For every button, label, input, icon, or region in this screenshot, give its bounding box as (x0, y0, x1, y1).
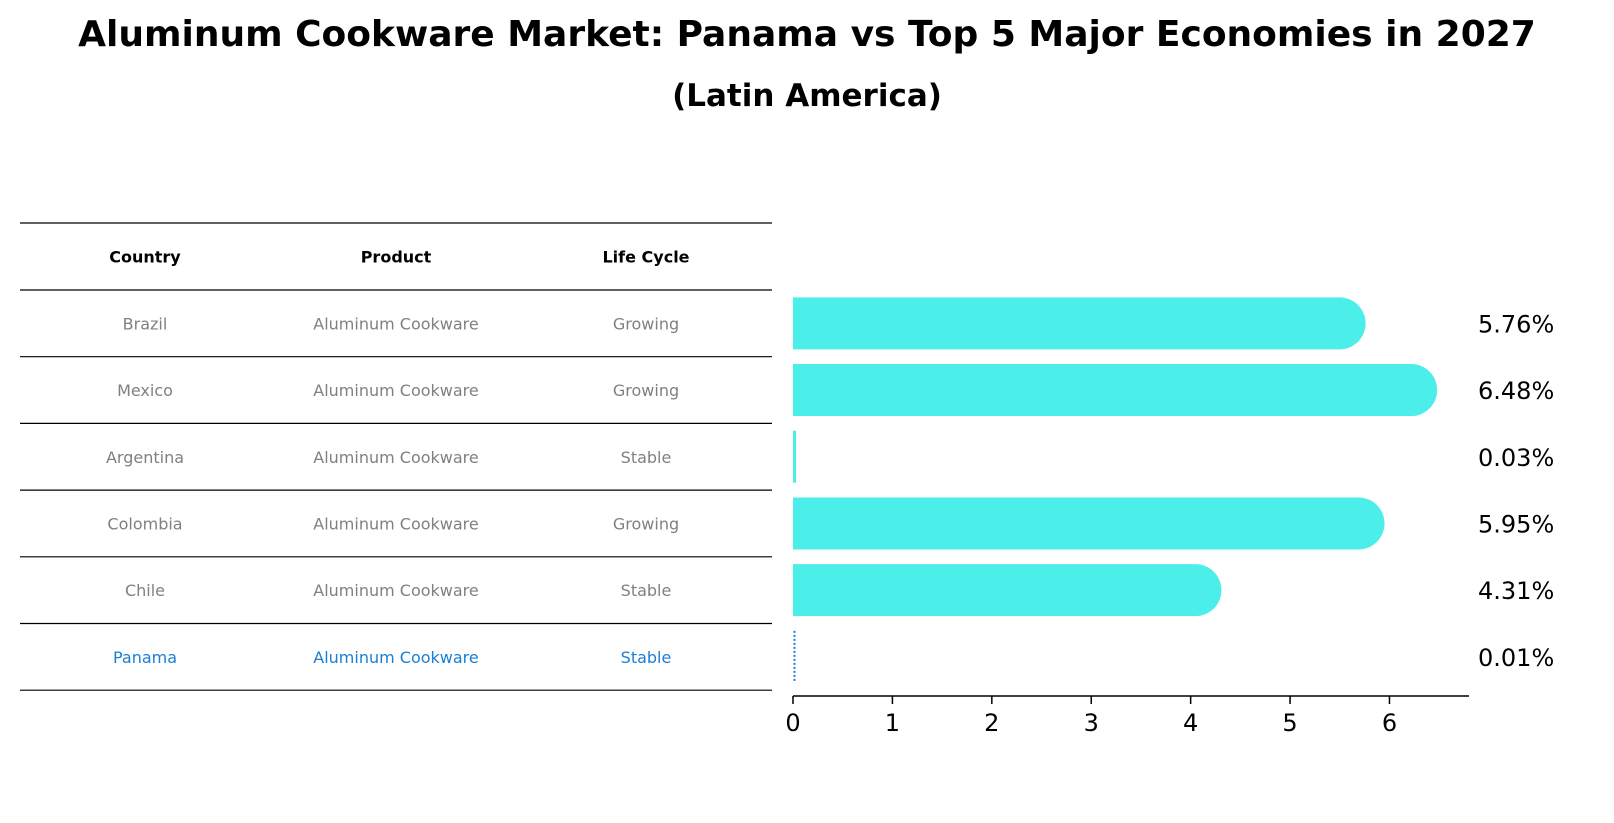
table-cell: Growing (613, 514, 679, 533)
x-tick-label: 4 (1183, 709, 1198, 737)
table-cell: Stable (621, 448, 672, 467)
value-label: 4.31% (1478, 577, 1554, 605)
x-tick-label: 1 (885, 709, 900, 737)
table-cell: Aluminum Cookware (313, 514, 479, 533)
table-cell: Brazil (123, 314, 168, 333)
value-label: 0.03% (1478, 444, 1554, 472)
table-header-cell: Life Cycle (602, 248, 689, 267)
table-cell: Mexico (117, 381, 173, 400)
x-tick-label: 3 (1084, 709, 1099, 737)
table-header-cell: Product (361, 248, 432, 267)
value-label: 5.76% (1478, 310, 1554, 338)
chart-title: Aluminum Cookware Market: Panama vs Top … (78, 14, 1536, 55)
table-cell-highlight: Panama (113, 648, 177, 667)
value-label: 0.01% (1478, 644, 1554, 672)
bar-argentina (793, 430, 796, 483)
x-tick-label: 5 (1282, 709, 1297, 737)
table-cell: Growing (613, 381, 679, 400)
table-cell: Chile (125, 581, 165, 600)
table-cell-highlight: Stable (621, 648, 672, 667)
table-header-cell: Country (109, 248, 181, 267)
table-cell: Colombia (107, 514, 182, 533)
bar-chile (793, 564, 1222, 617)
table-cell: Stable (621, 581, 672, 600)
x-tick-label: 2 (984, 709, 999, 737)
x-axis: 0 1 2 3 4 5 6 (785, 695, 1469, 737)
data-table: Country Product Life Cycle Brazil Aluminum C… (20, 222, 772, 691)
value-label: 6.48% (1478, 377, 1554, 405)
table-cell: Aluminum Cookware (313, 581, 479, 600)
table-cell: Aluminum Cookware (313, 448, 479, 467)
bar-brazil (793, 297, 1366, 350)
x-tick-label: 0 (785, 709, 800, 737)
bar-colombia (793, 497, 1385, 550)
table-cell: Growing (613, 314, 679, 333)
table-cell-highlight: Aluminum Cookware (313, 648, 479, 667)
bar-plot: 5.76% 6.48% 0.03% 5.95% 4.31% 0.01% (793, 297, 1554, 683)
x-tick-label: 6 (1382, 709, 1397, 737)
chart-subtitle: (Latin America) (672, 78, 942, 114)
table-cell: Argentina (106, 448, 184, 467)
bar-mexico (793, 364, 1438, 417)
value-label: 5.95% (1478, 510, 1554, 538)
table-cell: Aluminum Cookware (313, 381, 479, 400)
table-cell: Aluminum Cookware (313, 314, 479, 333)
